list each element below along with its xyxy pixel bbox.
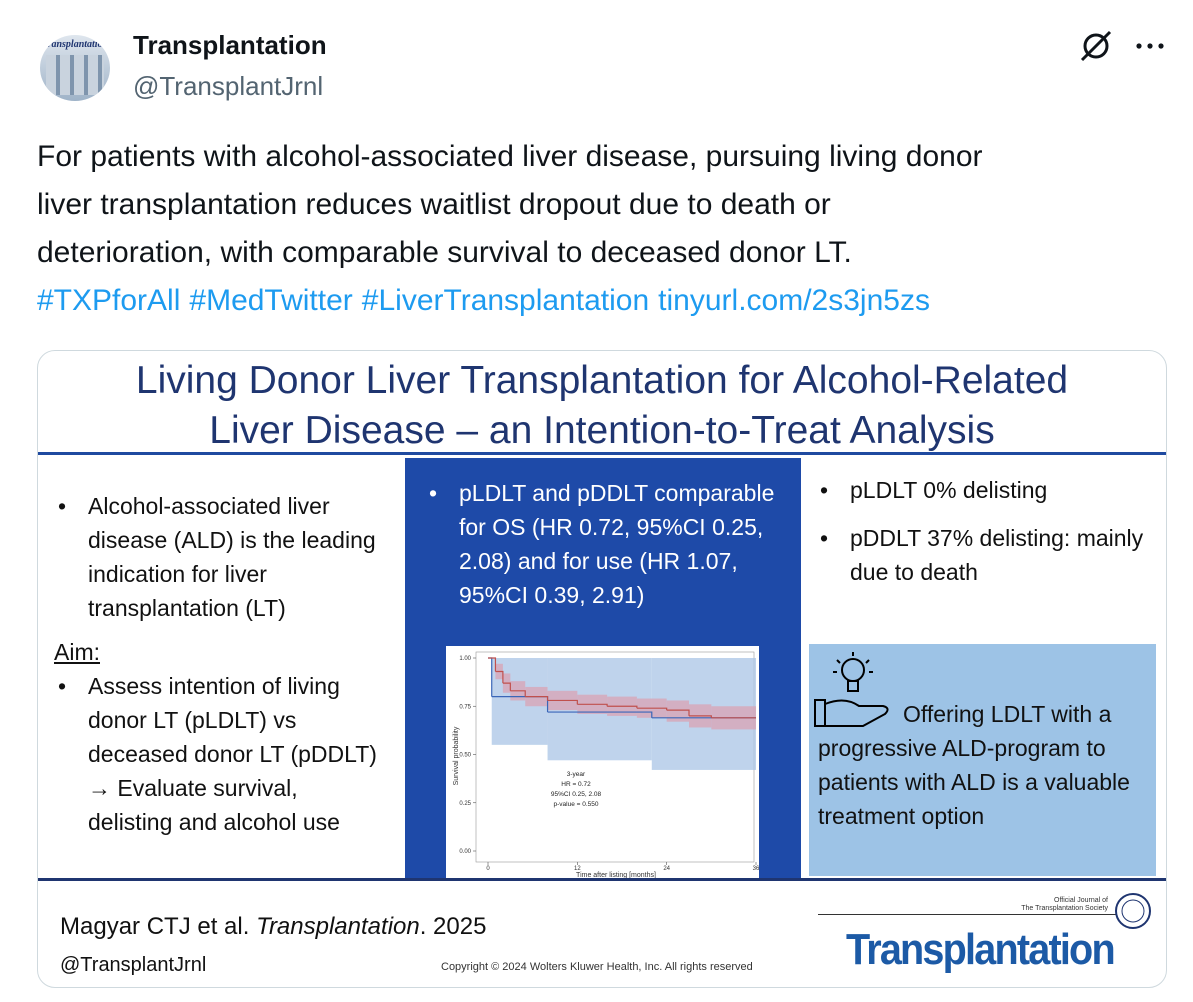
- author-handle[interactable]: @TransplantJrnl: [133, 71, 324, 101]
- bullet: pDDLT 37% delisting: mainly due to death: [816, 521, 1156, 589]
- y-tick-label: 0.00: [459, 849, 471, 855]
- link[interactable]: #LiverTransplantation: [361, 284, 650, 317]
- survival-step: [488, 657, 493, 697]
- more-icon[interactable]: [1134, 38, 1166, 54]
- rule: [38, 452, 1166, 455]
- y-tick-label: 1.00: [459, 656, 471, 662]
- survival-step: [495, 670, 504, 684]
- survival-step: [577, 703, 608, 707]
- y-axis-label: Survival probability: [453, 726, 460, 785]
- survival-step: [547, 699, 578, 705]
- link[interactable]: #MedTwitter: [189, 284, 353, 317]
- annotation: 3-year: [567, 771, 586, 778]
- avatar[interactable]: Transplantation: [40, 35, 110, 101]
- annotation: HR = 0.72: [561, 781, 591, 788]
- ci-band: [666, 700, 689, 722]
- aim-heading: Aim:: [54, 639, 100, 665]
- grok-icon[interactable]: [1076, 28, 1116, 64]
- survival-step: [488, 657, 497, 672]
- infographic: Living Donor Liver Transplantation for A…: [37, 350, 1167, 988]
- annotation: 95%CI 0.25, 2.08: [551, 791, 602, 798]
- conclusion: Offering LDLT with a progressive ALD-pro…: [818, 701, 1130, 829]
- right-column: pLDLT 0% delisting pDDLT 37% delisting: m…: [816, 473, 1156, 589]
- middle-column: pLDLT and pDDLT comparable for OS (HR 0.…: [405, 458, 801, 878]
- y-tick-label: 0.75: [459, 704, 471, 710]
- rule: [818, 914, 1118, 915]
- survival-step: [502, 682, 511, 691]
- bullet: pLDLT 0% delisting: [816, 473, 1156, 507]
- infographic-title: Liver Disease – an Intention-to-Treat An…: [209, 409, 995, 452]
- tweet-text-line: For patients with alcohol-associated liv…: [37, 140, 983, 173]
- x-tick-label: 36: [753, 866, 759, 872]
- x-tick-label: 24: [663, 866, 670, 872]
- citation-journal: Transplantation: [256, 913, 420, 940]
- survival-step: [547, 711, 653, 718]
- y-tick-label: 0.50: [459, 753, 471, 759]
- citation-author: Magyar CTJ et al.: [60, 913, 257, 940]
- author-name[interactable]: Transplantation: [133, 30, 327, 60]
- link[interactable]: tinyurl.com/2s3jn5zs: [658, 284, 930, 317]
- tweet-text-line: deterioration, with comparable survival …: [37, 236, 852, 269]
- tagline-line: Official Journal of: [1054, 897, 1108, 904]
- annotation: p-value = 0.550: [554, 801, 599, 808]
- idea-icon: [814, 652, 889, 727]
- logo-tagline: Official Journal of The Transplantation S…: [968, 897, 1108, 913]
- bullet: Alcohol-associated liver disease (ALD) i…: [54, 489, 384, 625]
- society-seal: [1115, 893, 1151, 929]
- rule: [38, 878, 1166, 881]
- x-tick-label: 12: [574, 866, 581, 872]
- survival-step: [689, 715, 712, 718]
- link[interactable]: #TXPforAll: [37, 284, 181, 317]
- link-row: #TXPforAll #MedTwitter #LiverTransplantati…: [37, 284, 939, 318]
- survival-step: [666, 709, 690, 716]
- bullet: pLDLT and pDDLT comparable for OS (HR 0.…: [425, 476, 775, 612]
- tagline-line: The Transplantation Society: [1021, 905, 1108, 912]
- km-plot: 0.00 0.25 0.50 0.75 1.00 0 12 24 36 Time after li…: [446, 646, 759, 878]
- citation: Magyar CTJ et al. Transplantation. 2025: [60, 913, 486, 941]
- survival-step: [636, 707, 668, 711]
- survival-step: [607, 705, 638, 709]
- tweet-text-line: liver transplantation reduces waitlist d…: [37, 188, 831, 221]
- survival-step: [510, 690, 526, 697]
- conclusion-box: Offering LDLT with a progressive ALD-pro…: [809, 644, 1156, 876]
- x-axis-label: Time after listing [months]: [576, 872, 656, 878]
- infographic-title: Living Donor Liver Transplantation for A…: [135, 359, 1069, 402]
- citation-year: . 2025: [419, 913, 487, 940]
- y-tick-label: 0.25: [459, 801, 471, 807]
- x-tick-label: 0: [486, 866, 490, 872]
- survival-step: [525, 696, 549, 701]
- bullet: Assess intention of living donor LT (pLD…: [54, 669, 384, 839]
- journal-logo: Transplantation: [846, 925, 1116, 974]
- left-column: Alcohol-associated liver disease (ALD) i…: [54, 489, 384, 839]
- footer-handle: @TransplantJrnl: [60, 954, 207, 976]
- copyright: Copyright © 2024 Wolters Kluwer Health, …: [441, 961, 753, 973]
